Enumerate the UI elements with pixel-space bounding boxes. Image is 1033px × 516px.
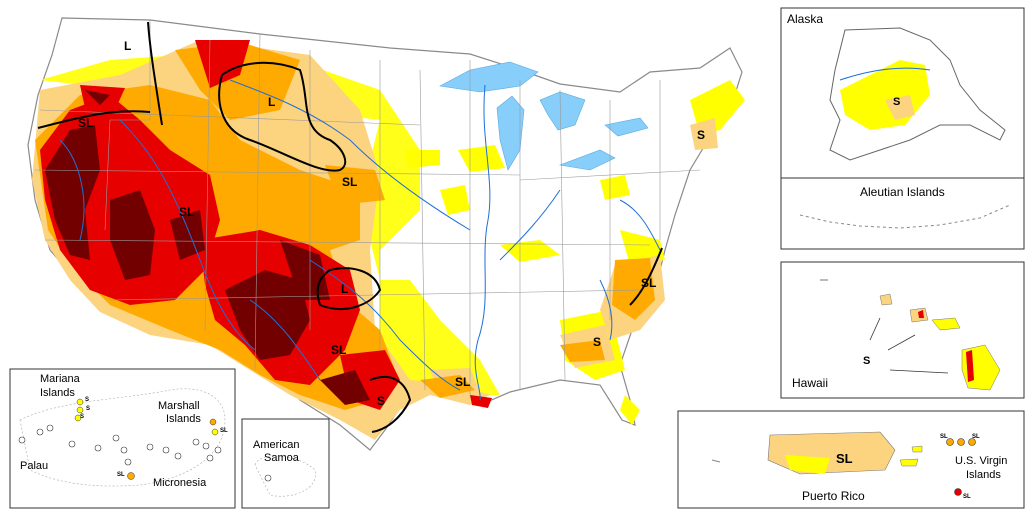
impact-label-n-montana: L [268, 95, 276, 109]
rivers [59, 79, 661, 401]
impact-label-texas-panhandle: L [341, 282, 349, 296]
puerto-rico-impact-label: SL [836, 451, 853, 466]
hawaii-title: Hawaii [792, 376, 829, 390]
impact-boundaries [37, 21, 663, 433]
virgin-islands-impact-label-3: SL [963, 494, 971, 500]
micronesia-title: Micronesia [153, 477, 207, 489]
mariana-impact-s-1: S [85, 397, 90, 403]
samoa-title-line1: American [253, 439, 300, 451]
marshall-title-line2: Islands [166, 413, 201, 425]
impact-label-georgia: S [593, 335, 602, 349]
alaska-inset [780, 7, 1025, 179]
micronesia-impact-sl: SL [117, 472, 125, 478]
palau-title: Palau [20, 460, 49, 472]
mariana-title-line1: Mariana [40, 373, 80, 385]
aleutian-title: Aleutian Islands [860, 185, 945, 199]
mariana-impact-s-3: S [80, 414, 85, 420]
virgin-islands-title-line1: U.S. Virgin [955, 455, 1008, 467]
puerto-rico-title: Puerto Rico [802, 489, 865, 503]
samoa-title-line2: Samoa [264, 452, 299, 464]
american-samoa-inset [241, 418, 330, 509]
mariana-impact-s-2: S [86, 406, 91, 412]
impact-label-louisiana: SL [455, 375, 471, 389]
hawaii-inset [780, 261, 1025, 399]
impact-label-carolinas: SL [641, 276, 657, 290]
d4-exceptional [45, 90, 370, 405]
alaska-title: Alaska [787, 12, 824, 26]
impact-label-s-texas: S [377, 394, 386, 408]
mariana-title-line2: Islands [40, 387, 75, 399]
virgin-islands-impact-label-1: SL [940, 434, 948, 440]
virgin-islands-title-line2: Islands [966, 469, 1001, 481]
aleutian-inset [780, 177, 1025, 250]
impact-label-new-england: S [697, 128, 706, 142]
state-borders [34, 20, 701, 395]
pacific-islands-inset [9, 368, 236, 509]
alaska-impact-label: S [893, 96, 901, 108]
marshall-title-line1: Marshall [158, 400, 200, 412]
hawaii-impact-label: S [863, 355, 871, 367]
impact-label-texas: SL [331, 343, 347, 357]
impact-label-nw-montana: L [124, 39, 132, 53]
impact-label-nebraska: SL [342, 175, 358, 189]
great-lakes [439, 61, 649, 171]
impact-label-ne-pacific: SL [78, 116, 94, 130]
marshall-impact-sl: SL [220, 428, 228, 434]
virgin-islands-impact-label-2: SL [972, 434, 980, 440]
impact-label-utah: SL [179, 205, 195, 219]
puerto-rico-inset [677, 410, 1025, 509]
